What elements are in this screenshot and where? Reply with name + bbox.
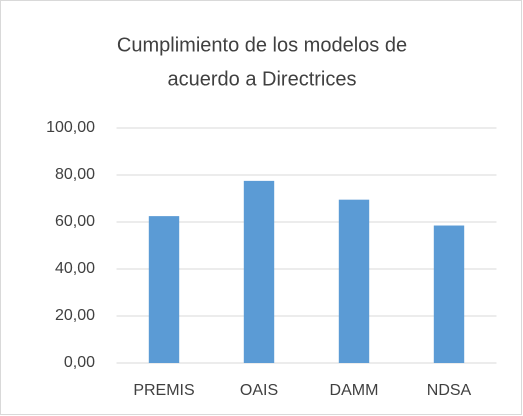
bar bbox=[433, 225, 465, 363]
y-tick-label: 60,00 bbox=[55, 213, 95, 230]
x-tick-label: DAMM bbox=[330, 382, 379, 399]
y-tick-label: 80,00 bbox=[55, 166, 95, 183]
chart-title-line: Cumplimiento de los modelos de bbox=[117, 34, 407, 56]
bar bbox=[243, 180, 275, 363]
x-tick-label: OAIS bbox=[240, 382, 278, 399]
y-tick-label: 20,00 bbox=[55, 307, 95, 324]
chart-title-line: acuerdo a Directrices bbox=[168, 68, 357, 90]
bar bbox=[148, 216, 180, 363]
y-tick-label: 0,00 bbox=[64, 354, 95, 371]
y-tick-label: 100,00 bbox=[46, 119, 95, 136]
x-tick-label: NDSA bbox=[427, 382, 472, 399]
y-tick-label: 40,00 bbox=[55, 260, 95, 277]
bar bbox=[338, 199, 370, 363]
x-tick-label: PREMIS bbox=[133, 382, 194, 399]
